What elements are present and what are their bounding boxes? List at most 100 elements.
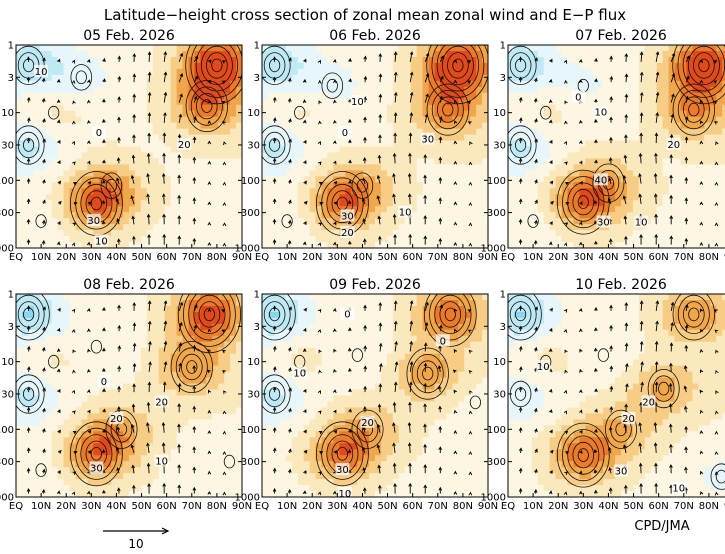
shade-cell	[710, 74, 717, 82]
shade-cell	[446, 98, 453, 106]
shade-cell	[392, 62, 400, 70]
shade-cell	[458, 176, 465, 183]
shade-cell	[410, 152, 418, 160]
shade-cell	[392, 122, 400, 130]
shade-cell	[273, 50, 281, 58]
shade-cell	[321, 50, 329, 58]
shade-cell	[194, 45, 201, 52]
ep-flux-arrowhead	[177, 154, 182, 158]
shade-cell	[291, 140, 299, 148]
shade-cell	[508, 74, 515, 82]
shade-cell	[428, 212, 436, 219]
shade-cell	[722, 116, 725, 124]
shade-cell	[87, 140, 94, 148]
shade-cell	[513, 224, 521, 231]
shade-cell	[375, 56, 382, 64]
shade-cell	[285, 176, 293, 183]
shade-cell	[111, 62, 118, 70]
shade-cell	[674, 152, 682, 160]
shade-cell	[111, 242, 118, 248]
shade-cell	[273, 158, 281, 166]
shade-cell	[626, 80, 634, 88]
shade-cell	[464, 170, 471, 177]
shade-cell	[561, 146, 569, 154]
shade-cell	[680, 140, 688, 148]
shade-cell	[194, 236, 201, 243]
shade-cell	[686, 56, 693, 64]
shade-cell	[626, 164, 634, 171]
shade-cell	[549, 152, 557, 160]
shade-cell	[140, 140, 148, 148]
shade-cell	[621, 45, 628, 52]
shade-cell	[134, 212, 142, 219]
shade-cell	[410, 170, 418, 177]
shade-cell	[674, 188, 682, 195]
shade-cell	[21, 110, 29, 118]
shade-cell	[123, 212, 130, 219]
shade-cell	[75, 122, 83, 130]
shade-cell	[525, 50, 533, 58]
wind-shading	[16, 294, 242, 497]
shade-cell	[716, 110, 723, 118]
shade-cell	[123, 68, 130, 76]
shade-cell	[363, 224, 370, 231]
shade-cell	[273, 218, 281, 225]
shade-cell	[99, 80, 106, 88]
ep-flux-arrowhead	[147, 71, 152, 76]
shade-cell	[333, 50, 340, 58]
shade-cell	[262, 140, 269, 148]
ep-flux-vector	[193, 76, 198, 83]
shade-cell	[351, 218, 358, 225]
shade-cell	[363, 140, 370, 148]
shade-cell	[194, 56, 201, 64]
shade-cell	[236, 116, 242, 124]
shade-cell	[549, 134, 557, 142]
shade-cell	[164, 230, 172, 237]
shade-cell	[722, 182, 725, 189]
shade-cell	[158, 230, 166, 237]
shade-cell	[236, 218, 242, 225]
ep-flux-arrowhead	[115, 197, 120, 202]
shade-cell	[45, 74, 53, 82]
shade-cell	[375, 128, 382, 136]
shade-cell	[543, 45, 551, 52]
ep-flux-arrowhead	[71, 242, 76, 247]
shade-cell	[146, 176, 154, 183]
shade-cell	[21, 86, 29, 94]
shade-cell	[57, 56, 65, 64]
ep-flux-arrowhead	[654, 132, 659, 137]
shade-cell	[482, 188, 488, 195]
shade-cell	[650, 194, 658, 201]
shade-cell	[386, 98, 394, 106]
shade-cell	[476, 158, 483, 166]
shade-cell	[69, 230, 77, 237]
shade-cell	[16, 170, 23, 177]
shade-cell	[470, 146, 477, 154]
shade-cell	[230, 80, 237, 88]
ep-flux-arrowhead	[26, 96, 31, 101]
ep-flux-arrowhead	[438, 237, 443, 242]
shade-cell	[573, 68, 580, 76]
shade-cell	[416, 224, 424, 231]
shade-cell	[615, 242, 622, 248]
shade-cell	[573, 158, 580, 166]
ep-flux-arrowhead	[408, 152, 412, 157]
shade-cell	[609, 62, 616, 70]
shade-cell	[369, 152, 376, 160]
shade-cell	[357, 122, 364, 130]
x-tick-label: 60N	[649, 252, 669, 263]
shade-cell	[236, 188, 242, 195]
shade-cell	[513, 62, 521, 70]
shade-cell	[333, 158, 340, 166]
ep-flux-arrowhead	[653, 172, 658, 177]
ep-flux-arrowhead	[71, 140, 75, 145]
shade-cell	[134, 134, 142, 142]
shade-cell	[206, 206, 213, 213]
shade-cell	[21, 128, 29, 136]
shade-cell	[212, 200, 219, 207]
shade-cell	[416, 50, 424, 58]
ep-flux-arrowhead	[348, 179, 352, 184]
shade-cell	[105, 122, 112, 130]
shade-cell	[638, 74, 646, 82]
shade-cell	[262, 224, 269, 231]
